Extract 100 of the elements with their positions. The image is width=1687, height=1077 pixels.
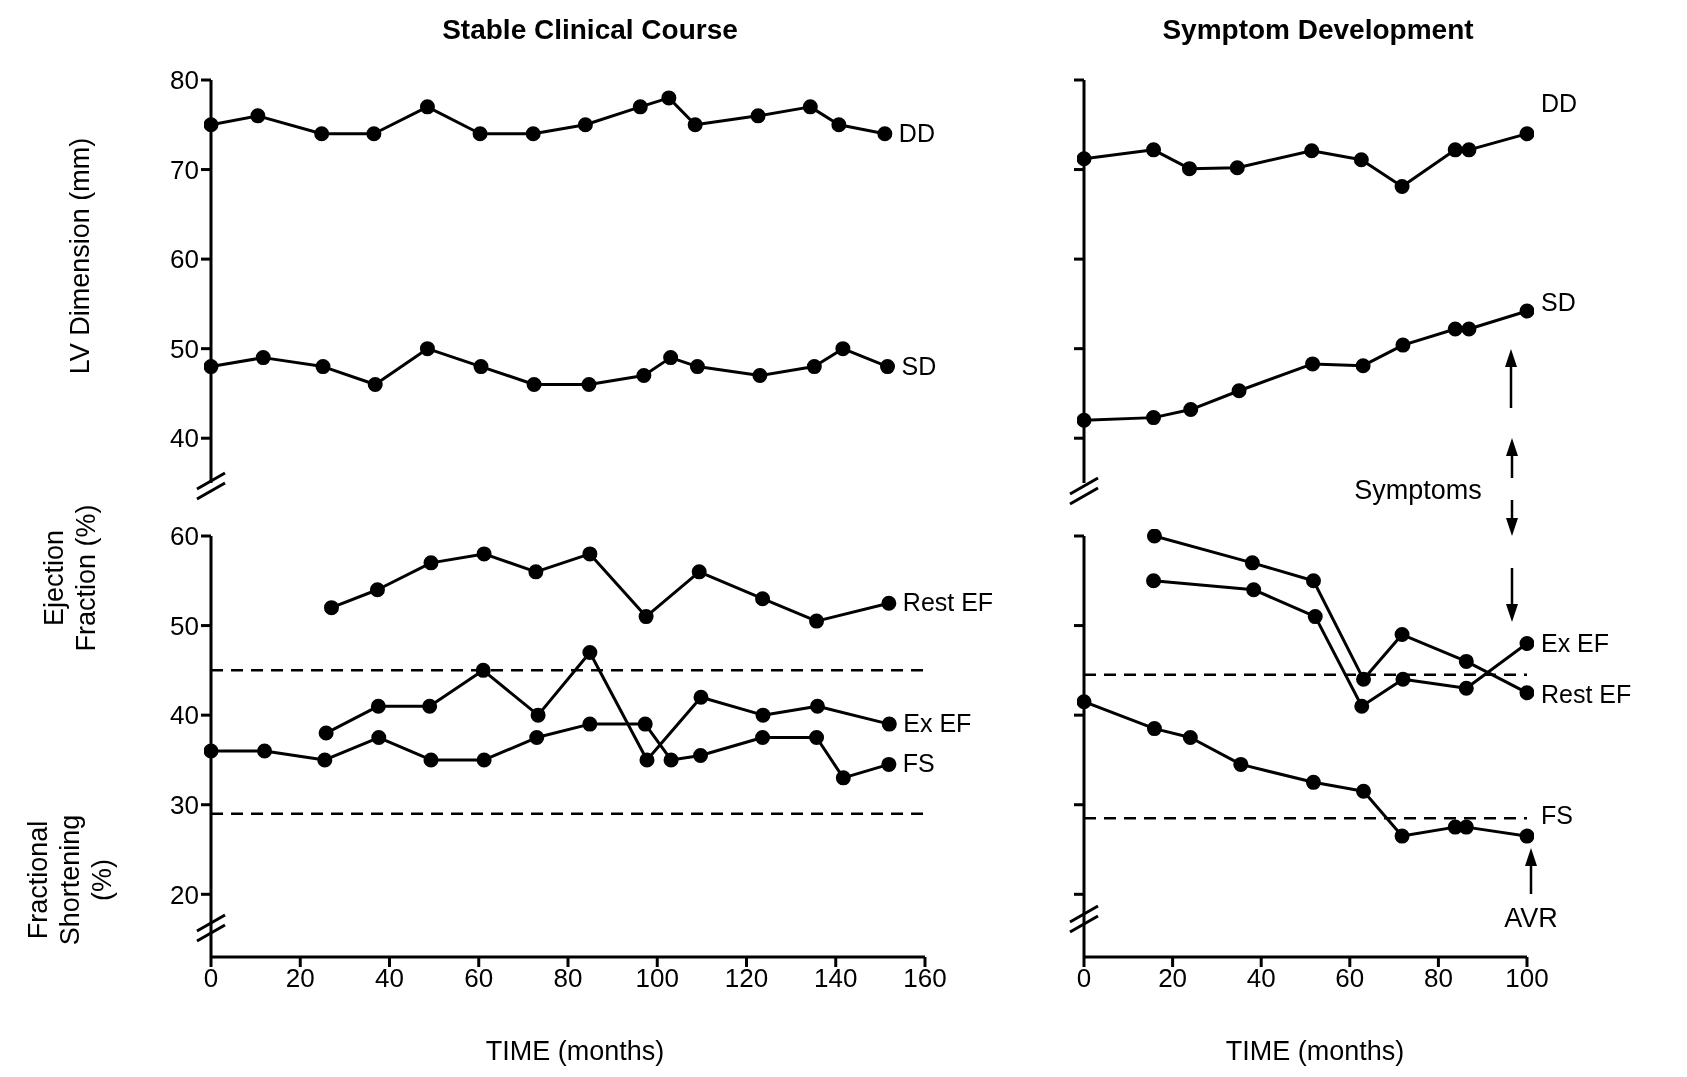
point: [370, 698, 386, 714]
point: [582, 546, 598, 562]
point: [693, 689, 709, 705]
point: [1447, 142, 1463, 158]
point: [1307, 609, 1323, 625]
x-tick-label: 0: [203, 963, 219, 994]
point: [1458, 680, 1474, 696]
point: [1246, 582, 1262, 598]
annotation: Symptoms: [1353, 474, 1483, 506]
point: [663, 752, 679, 768]
point: [1354, 698, 1370, 714]
x-tick-label: 0: [1076, 963, 1092, 994]
y-tick-label: 60: [170, 244, 199, 275]
x-axis-title: TIME (months): [484, 1036, 666, 1067]
point: [1356, 671, 1372, 687]
point: [423, 555, 439, 571]
point: [750, 108, 766, 124]
point: [472, 126, 488, 142]
point: [529, 730, 545, 746]
point: [1146, 142, 1162, 158]
point: [755, 730, 771, 746]
x-tick-label: 20: [1158, 963, 1188, 994]
x-tick-label: 80: [1423, 963, 1453, 994]
point: [1305, 573, 1321, 589]
point: [1447, 321, 1463, 337]
y-axis-title: Ejection Fraction (%): [38, 503, 102, 653]
point: [1519, 685, 1534, 701]
point: [638, 609, 654, 625]
point: [636, 368, 652, 384]
point: [1394, 179, 1410, 195]
point: [1146, 721, 1162, 737]
point: [1519, 126, 1534, 142]
point: [1182, 730, 1198, 746]
point: [1304, 143, 1320, 159]
point: [1077, 151, 1092, 167]
point: [1519, 635, 1534, 651]
point: [1519, 303, 1534, 319]
x-tick-label: 40: [1246, 963, 1276, 994]
point: [366, 126, 382, 142]
series-label: SD: [901, 351, 937, 380]
y-tick-label: 80: [170, 65, 199, 96]
point: [525, 126, 541, 142]
point: [831, 117, 847, 133]
point: [663, 350, 679, 366]
y-axis-title: LV Dimension (mm): [64, 136, 96, 377]
point: [755, 707, 771, 723]
point: [835, 770, 851, 786]
x-tick-label: 40: [375, 963, 404, 994]
point: [1519, 828, 1534, 844]
point: [318, 725, 334, 741]
point: [255, 350, 271, 366]
point: [204, 359, 219, 375]
point: [806, 359, 822, 375]
x-tick-label: 100: [1505, 963, 1549, 994]
chart-title: Stable Clinical Course: [441, 14, 739, 46]
point: [530, 707, 546, 723]
point: [691, 564, 707, 580]
point: [257, 743, 273, 759]
point: [1181, 161, 1197, 177]
point: [314, 126, 330, 142]
point: [577, 117, 593, 133]
point: [528, 564, 544, 580]
point: [1305, 356, 1321, 372]
point: [204, 117, 219, 133]
point: [809, 730, 825, 746]
point: [1183, 402, 1199, 418]
point: [835, 341, 851, 357]
point: [419, 99, 435, 115]
point: [422, 698, 438, 714]
point: [809, 698, 825, 714]
point: [1146, 529, 1162, 544]
point: [755, 591, 771, 607]
point: [1077, 412, 1092, 428]
point: [1461, 142, 1477, 158]
point: [1146, 573, 1162, 589]
point: [877, 126, 893, 142]
x-tick-label: 60: [1335, 963, 1365, 994]
point: [367, 376, 383, 392]
x-tick-label: 20: [285, 963, 315, 994]
point: [1395, 671, 1411, 687]
x-tick-label: 160: [903, 963, 947, 994]
point: [1305, 774, 1321, 790]
point: [1356, 783, 1372, 799]
point: [1394, 828, 1410, 844]
point: [1395, 337, 1411, 353]
x-tick-label: 140: [814, 963, 858, 994]
series-label: Ex EF: [1541, 629, 1610, 658]
point: [1355, 358, 1371, 374]
point: [881, 716, 897, 732]
y-tick-label: 40: [170, 700, 199, 731]
series-label: FS: [1541, 801, 1573, 830]
point: [526, 376, 542, 392]
y-tick-label: 50: [170, 610, 199, 641]
x-tick-label: 120: [724, 963, 769, 994]
point: [1077, 694, 1092, 710]
point: [581, 376, 597, 392]
point: [582, 644, 598, 660]
point: [689, 359, 705, 375]
point: [632, 99, 648, 115]
point: [476, 546, 492, 562]
